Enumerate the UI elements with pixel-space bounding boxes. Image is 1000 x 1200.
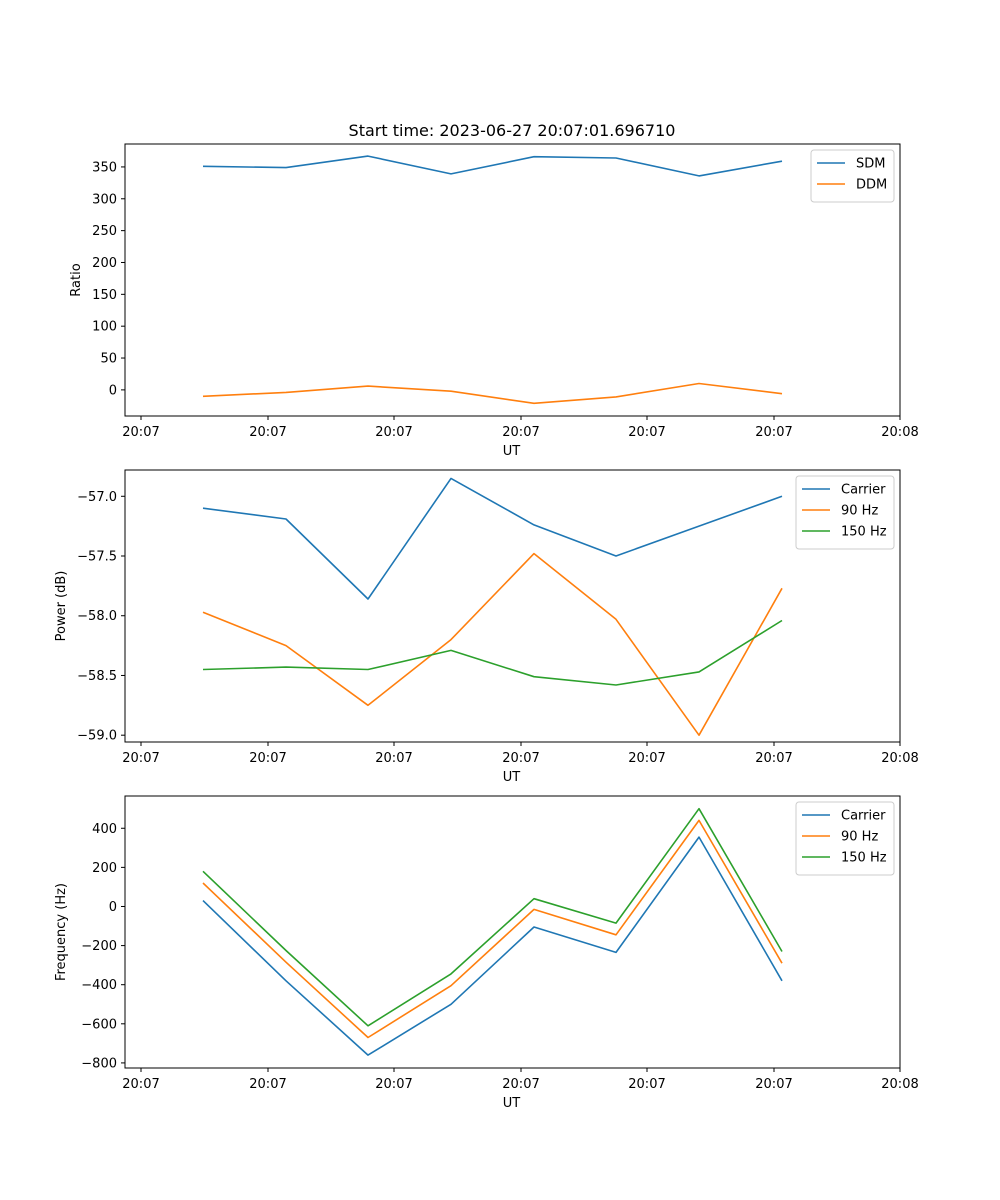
- y-axis-label: Power (dB): [54, 571, 69, 642]
- legend-entry: 150 Hz: [841, 525, 887, 540]
- plot-frame: [124, 143, 901, 417]
- y-tick-label: 200: [92, 256, 117, 271]
- y-tick-label: 250: [92, 224, 117, 239]
- panel-1: 20:07 20:07 20:07 20:07 20:07 20:07 20:08 0 50 10…: [69, 143, 919, 459]
- legend-entry: SDM: [856, 157, 885, 172]
- x-axis-label: UT: [503, 444, 521, 459]
- legend-entry: 90 Hz: [841, 830, 878, 845]
- y-tick-label: 400: [92, 822, 117, 837]
- plot-frame: [124, 795, 901, 1069]
- y-tick-label: 100: [92, 320, 117, 335]
- plot-frame: [124, 469, 901, 743]
- legend: Carrier 90 Hz 150 Hz: [795, 801, 895, 876]
- legend: SDM DDM: [810, 149, 895, 203]
- legend-entry: Carrier: [841, 809, 886, 824]
- y-tick-label: 150: [92, 288, 117, 303]
- x-tick-label: 20:07: [502, 425, 539, 440]
- legend-entry: 150 Hz: [841, 851, 887, 866]
- legend-entry: 90 Hz: [841, 504, 878, 519]
- x-tick-label: 20:07: [755, 425, 792, 440]
- panels: 20:07 20:07 20:07 20:07 20:07 20:07 20:08 0 50 10…: [54, 143, 919, 1111]
- x-tick-label: 20:07: [122, 1077, 159, 1092]
- x-tick-label: 20:08: [881, 1077, 918, 1092]
- x-tick-label: 20:07: [375, 1077, 412, 1092]
- series-line-ddm: [202, 382, 783, 405]
- y-axis-label: Ratio: [69, 263, 84, 296]
- legend-entry: Carrier: [841, 483, 886, 498]
- y-tick-label: 200: [92, 861, 117, 876]
- series-line-carrier: [202, 836, 783, 1056]
- panel-3: 20:07 20:07 20:07 20:07 20:07 20:07 20:08 −800 −…: [54, 795, 919, 1111]
- series-line-150-hz: [202, 619, 783, 686]
- y-tick-label: 350: [92, 160, 117, 175]
- y-tick-label: −58.0: [77, 609, 117, 624]
- series-line-90-hz: [202, 819, 783, 1039]
- x-tick-label: 20:07: [502, 1077, 539, 1092]
- y-tick-label: −600: [81, 1017, 117, 1032]
- x-tick-label: 20:07: [249, 425, 286, 440]
- y-tick-label: 0: [109, 383, 117, 398]
- x-tick-label: 20:07: [755, 1077, 792, 1092]
- y-tick-label: 0: [109, 900, 117, 915]
- y-tick-label: 300: [92, 192, 117, 207]
- x-tick-label: 20:07: [628, 425, 665, 440]
- x-tick-label: 20:08: [881, 425, 918, 440]
- series-line-150-hz: [202, 807, 783, 1027]
- y-tick-label: −800: [81, 1056, 117, 1071]
- series-line-90-hz: [202, 552, 783, 737]
- x-tick-label: 20:07: [122, 425, 159, 440]
- y-tick-label: −57.5: [77, 550, 117, 565]
- y-tick-label: −57.0: [77, 490, 117, 505]
- y-tick-label: −58.5: [77, 669, 117, 684]
- x-tick-label: 20:07: [375, 425, 412, 440]
- x-tick-label: 20:07: [628, 1077, 665, 1092]
- legend-entry: DDM: [856, 178, 887, 193]
- figure-title: Start time: 2023-06-27 20:07:01.696710: [349, 121, 676, 140]
- y-tick-label: −200: [81, 939, 117, 954]
- x-tick-label: 20:07: [375, 751, 412, 766]
- x-tick-label: 20:08: [881, 751, 918, 766]
- x-tick-label: 20:07: [502, 751, 539, 766]
- y-tick-label: 50: [100, 352, 117, 367]
- panel-2: 20:07 20:07 20:07 20:07 20:07 20:07 20:08 −59.0…: [54, 469, 919, 785]
- x-tick-label: 20:07: [628, 751, 665, 766]
- y-tick-label: −400: [81, 978, 117, 993]
- x-axis-label: UT: [503, 770, 521, 785]
- y-tick-label: −59.0: [77, 729, 117, 744]
- series-line-sdm: [202, 155, 783, 177]
- x-tick-label: 20:07: [249, 751, 286, 766]
- x-tick-label: 20:07: [122, 751, 159, 766]
- y-axis-label: Frequency (Hz): [54, 883, 69, 981]
- x-tick-label: 20:07: [249, 1077, 286, 1092]
- x-axis-label: UT: [503, 1096, 521, 1111]
- legend: Carrier 90 Hz 150 Hz: [795, 475, 895, 550]
- x-tick-label: 20:07: [755, 751, 792, 766]
- series-line-carrier: [202, 477, 783, 600]
